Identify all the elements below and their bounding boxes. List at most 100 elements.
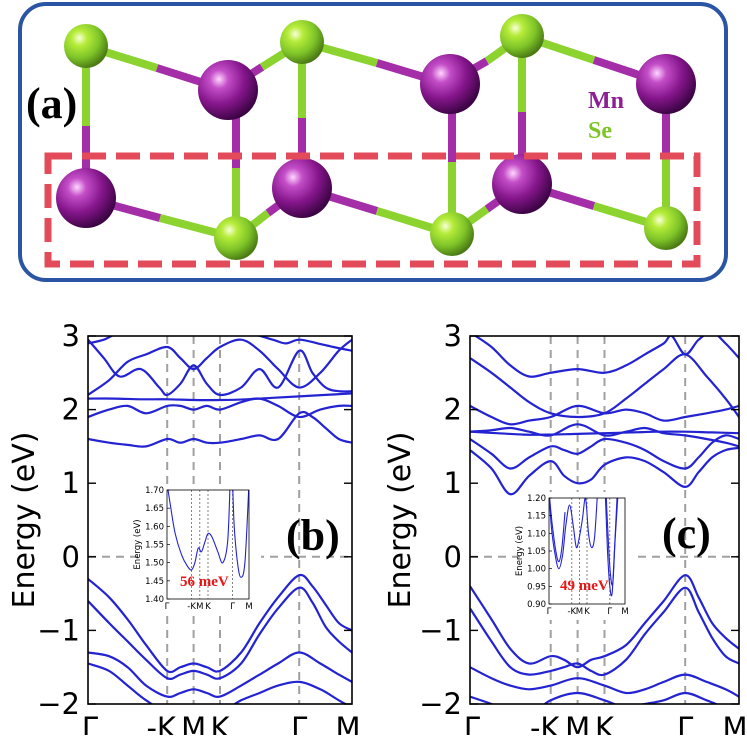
inset-y-tick-label: 1.65 <box>145 504 164 514</box>
x-tick-label: Γ <box>464 711 480 735</box>
y-axis-label: Energy (eV) <box>7 432 42 609</box>
band-line <box>470 586 739 677</box>
mn-atom <box>636 54 696 114</box>
band-line <box>88 336 352 352</box>
mn-atom <box>272 158 332 218</box>
x-tick-label: K <box>595 711 615 735</box>
inset-x-tick-label: M <box>196 602 203 612</box>
band-line <box>88 392 352 402</box>
band-line <box>88 573 352 674</box>
y-tick-label: 1 <box>62 466 80 500</box>
band-lines <box>470 336 739 704</box>
inset-band-line <box>232 490 249 578</box>
inset-y-tick-label: 1.10 <box>527 529 546 539</box>
panel-label: (b) <box>286 511 340 560</box>
band-line <box>470 574 739 669</box>
y-tick-label: −2 <box>419 687 462 721</box>
inset-band-line <box>549 498 598 570</box>
band-line <box>473 336 739 378</box>
inset-y-tick-label: 1.50 <box>145 559 164 569</box>
legend-se: Se <box>588 118 612 144</box>
inset-band-line <box>167 490 231 571</box>
inset-x-tick-label: M <box>621 607 628 617</box>
y-tick-label: −1 <box>419 613 462 647</box>
inset: 1.201.151.101.051.000.950.90Γ -K M K Γ MEnerg… <box>515 492 637 620</box>
inset-band-line <box>549 498 566 563</box>
inset-y-tick-label: 0.90 <box>527 600 546 610</box>
inset-y-tick-label: 1.60 <box>145 522 164 532</box>
inset-y-axis-label: Energy (eV) <box>515 526 525 576</box>
y-tick-label: 0 <box>444 540 462 574</box>
inset-y-tick-label: 1.05 <box>527 547 546 557</box>
inset-x-tick-label: M <box>245 602 252 612</box>
se-atom <box>280 20 324 64</box>
y-tick-label: 2 <box>62 393 80 427</box>
mn-atom <box>198 60 258 120</box>
inset-y-tick-label: 1.20 <box>527 494 546 504</box>
inset-y-tick-label: 1.40 <box>145 595 164 605</box>
band-line <box>470 353 739 419</box>
x-tick-label: M <box>335 711 360 735</box>
band-lines <box>88 336 352 704</box>
y-tick-label: −1 <box>37 613 80 647</box>
x-tick-label: M <box>565 711 590 735</box>
y-axis-label: Energy (eV) <box>383 432 418 609</box>
inset: 1.701.651.601.551.501.451.40Γ -K M K Γ MEnerg… <box>133 484 261 615</box>
inset-bands <box>549 498 619 597</box>
se-atom <box>644 206 688 250</box>
x-tick-label: K <box>210 711 230 735</box>
legend-mn: Mn <box>588 88 624 114</box>
band-line <box>88 651 352 698</box>
x-tick-label: -K <box>146 711 176 735</box>
inset-x-tick-label: M <box>576 607 583 617</box>
band-line <box>470 446 739 496</box>
y-tick-label: −2 <box>37 687 80 721</box>
inset-x-tick-label: K <box>205 602 211 612</box>
x-tick-label: M <box>181 711 206 735</box>
inset-x-tick-label: -K <box>567 607 576 617</box>
se-atom <box>64 24 108 68</box>
monolayer-highlight-box <box>44 152 701 268</box>
atoms <box>56 14 696 260</box>
inset-x-tick-label: -K <box>187 602 196 612</box>
inset-y-tick-label: 1.00 <box>527 565 546 575</box>
structure-frame <box>18 2 728 282</box>
band-line <box>88 410 352 448</box>
inset-y-tick-label: 1.70 <box>145 486 164 496</box>
y-tick-label: 0 <box>62 540 80 574</box>
x-tick-label: -K <box>530 711 560 735</box>
band-line <box>470 404 739 426</box>
y-tick-label: 1 <box>444 466 462 500</box>
se-atom <box>214 216 258 260</box>
band-line <box>470 430 739 436</box>
y-tick-label: 2 <box>444 393 462 427</box>
inset-bands <box>167 490 249 578</box>
inset-x-tick-label: Γ <box>165 602 170 612</box>
inset-y-tick-label: 0.95 <box>527 582 546 592</box>
band-line <box>470 434 739 470</box>
plot-frame <box>87 335 353 705</box>
band-line <box>470 691 719 704</box>
structure-panel: (a) Mn Se <box>18 2 728 282</box>
inset-y-tick-label: 1.55 <box>145 541 164 551</box>
se-atom <box>500 14 544 58</box>
x-tick-label: Γ <box>291 711 307 735</box>
gap-annotation: 56 meV <box>180 574 229 590</box>
mn-atom <box>420 54 480 114</box>
band-line <box>88 397 352 419</box>
panel-label: (c) <box>662 509 711 558</box>
mn-atom <box>492 154 552 214</box>
inset-x-tick-label: Γ <box>607 607 612 617</box>
x-tick-label: Γ <box>677 711 693 735</box>
y-tick-label: 3 <box>444 319 462 353</box>
band-line <box>88 338 352 396</box>
mn-atom <box>56 168 116 228</box>
y-tick-label: 3 <box>62 319 80 353</box>
inset-x-tick-label: Γ <box>547 607 552 617</box>
x-tick-label: Γ <box>82 711 98 735</box>
inset-y-tick-label: 1.15 <box>527 512 546 522</box>
inset-band-line <box>605 498 619 586</box>
inset-x-tick-label: K <box>584 607 590 617</box>
